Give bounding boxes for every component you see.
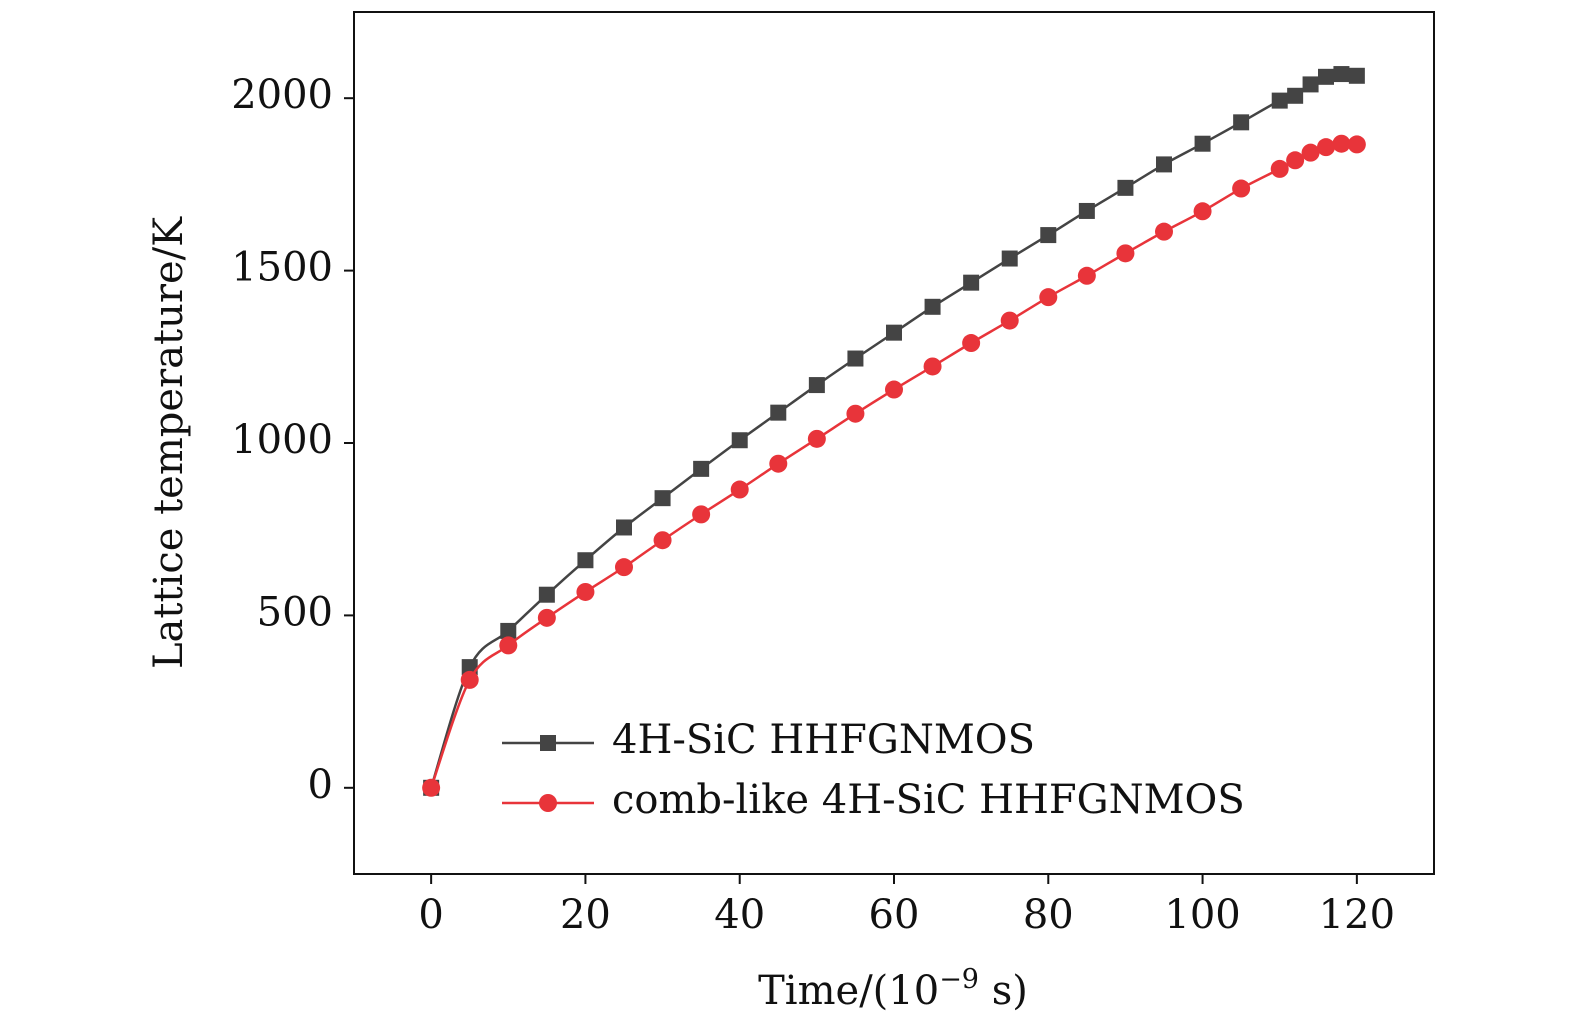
x-tick-label: 100 [1164, 892, 1240, 938]
data-point [500, 622, 517, 639]
data-point [924, 298, 941, 315]
series-line-2 [429, 142, 1357, 789]
x-axis-title-exponent: −9 [939, 964, 979, 995]
x-tick-label: 40 [714, 892, 765, 938]
data-point [1156, 156, 1172, 173]
data-point [1232, 179, 1251, 198]
data-point [576, 582, 595, 601]
data-point [1040, 227, 1057, 244]
data-point [769, 454, 788, 473]
data-point [1286, 151, 1305, 170]
data-point [1233, 114, 1250, 131]
y-tick-label: 1500 [231, 245, 333, 291]
data-point [1332, 134, 1351, 153]
data-point [615, 558, 633, 577]
y-axis: 0 500 1000 1500 2000 [231, 72, 354, 808]
data-point [1287, 87, 1304, 104]
data-point [537, 608, 556, 627]
data-point [808, 377, 825, 394]
data-point [1271, 92, 1288, 109]
data-point [923, 357, 942, 376]
data-point [885, 380, 903, 399]
data-point [1302, 76, 1319, 93]
data-point [538, 586, 555, 603]
data-point [1194, 135, 1211, 152]
data-point [577, 552, 594, 569]
data-point [1000, 311, 1019, 330]
data-point [1078, 202, 1095, 219]
y-tick-label: 1000 [231, 417, 333, 463]
x-tick-label: 80 [1023, 892, 1074, 938]
data-point [1333, 66, 1350, 83]
data-point [654, 490, 671, 507]
data-point [1117, 179, 1134, 196]
x-tick-label: 120 [1319, 892, 1395, 938]
data-point [1001, 250, 1018, 267]
data-point [499, 636, 518, 655]
x-axis: 0 20 40 60 80 100 120 [418, 874, 1395, 938]
x-axis-title-main: Time/(10 [758, 968, 939, 1014]
data-point [963, 274, 980, 291]
data-point [846, 404, 865, 423]
data-point [807, 429, 826, 448]
data-point [1270, 159, 1289, 178]
data-point [616, 519, 632, 536]
data-point [1317, 138, 1335, 157]
legend-marker-2 [539, 794, 557, 812]
data-point [460, 670, 479, 689]
data-point [1155, 222, 1173, 241]
series-layer [422, 66, 1366, 797]
series-line-1 [429, 72, 1358, 789]
data-point [422, 778, 441, 797]
data-point [1301, 143, 1320, 162]
x-tick-label: 20 [560, 892, 611, 938]
y-axis-title: Lattice temperature/K [146, 216, 192, 669]
y-tick-label: 2000 [231, 72, 333, 118]
x-axis-title: Time/(10−9 s) [758, 964, 1028, 1014]
y-tick-label: 500 [257, 589, 333, 635]
data-point [886, 324, 902, 341]
data-point [847, 350, 864, 367]
y-tick-label: 0 [308, 762, 333, 808]
data-point [1318, 68, 1334, 85]
x-tick-label: 0 [418, 892, 443, 938]
x-axis-title-tail: s) [979, 968, 1028, 1014]
data-point [693, 460, 710, 477]
legend: 4H-SiC HHFGNMOS comb-like 4H-SiC HHFGNMOS [502, 717, 1245, 823]
data-point [692, 505, 711, 524]
data-point [770, 404, 787, 421]
data-point [731, 432, 748, 449]
legend-marker-1 [540, 735, 556, 751]
data-point [1348, 67, 1365, 84]
data-point [653, 531, 672, 550]
data-point [962, 334, 981, 353]
data-point [1193, 202, 1212, 221]
data-point [1116, 244, 1135, 263]
data-point [1077, 266, 1096, 285]
legend-label-2: comb-like 4H-SiC HHFGNMOS [612, 777, 1245, 823]
x-tick-label: 60 [869, 892, 920, 938]
data-point [1039, 288, 1058, 307]
data-point [1347, 135, 1366, 154]
data-point [730, 480, 749, 499]
legend-label-1: 4H-SiC HHFGNMOS [612, 717, 1035, 763]
